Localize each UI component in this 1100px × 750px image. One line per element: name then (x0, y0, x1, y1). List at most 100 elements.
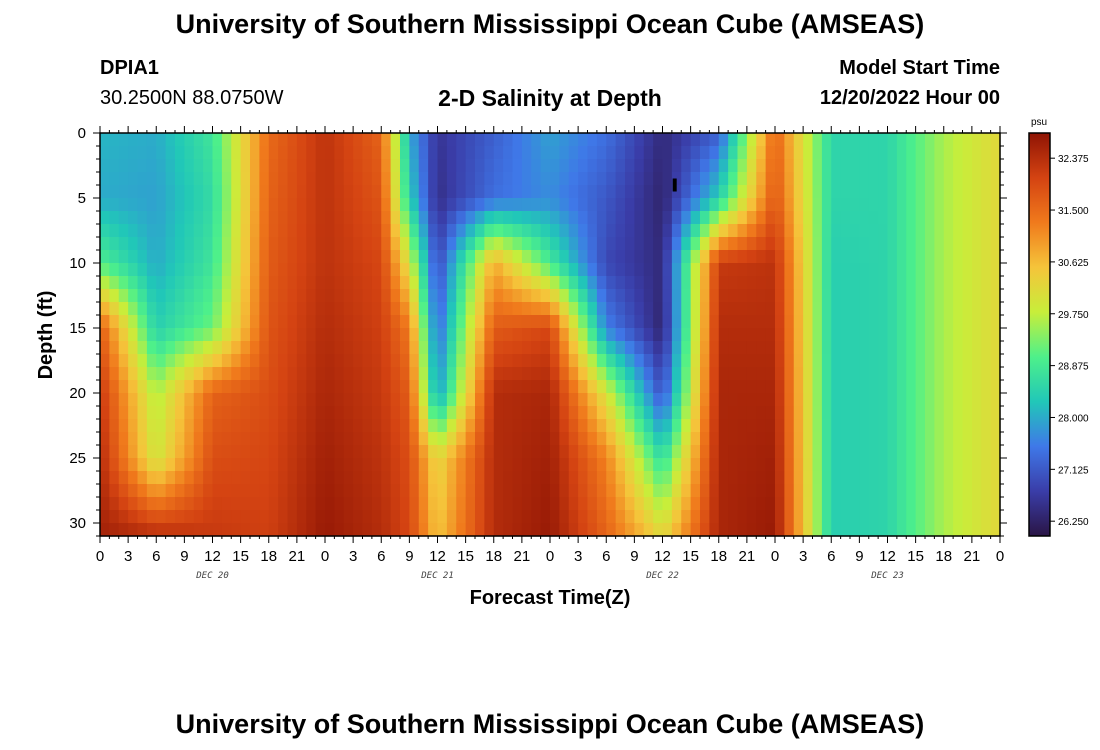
heatmap-cell (812, 367, 823, 381)
heatmap-cell (953, 406, 964, 420)
heatmap-cell (700, 172, 710, 186)
heatmap-cell (840, 315, 851, 329)
heatmap-cell (278, 263, 289, 277)
heatmap-cell (737, 406, 748, 420)
heatmap-cell (371, 510, 382, 524)
heatmap-cell (671, 172, 682, 186)
heatmap-cell (896, 237, 907, 251)
heatmap-cell (437, 302, 448, 316)
heatmap-cell (315, 211, 326, 225)
heatmap-cell (118, 510, 129, 524)
heatmap-cell (775, 406, 785, 420)
heatmap-cell (325, 380, 335, 394)
heatmap-cell (325, 445, 335, 459)
heatmap-cell (990, 497, 1001, 511)
heatmap-cell (925, 211, 935, 225)
heatmap-cell (296, 380, 307, 394)
heatmap-cell (409, 172, 420, 186)
heatmap-cell (278, 133, 289, 147)
heatmap-cell (390, 198, 401, 212)
heatmap-cell (165, 367, 176, 381)
heatmap-cell (878, 419, 889, 433)
heatmap-cell (325, 471, 335, 485)
heatmap-cell (671, 497, 682, 511)
heatmap-cell (962, 458, 973, 472)
heatmap-cell (737, 289, 748, 303)
heatmap-cell (390, 393, 401, 407)
heatmap-cell (953, 484, 964, 498)
heatmap-cell (137, 367, 148, 381)
heatmap-cell (756, 302, 767, 316)
heatmap-cell (503, 302, 514, 316)
heatmap-cell (981, 185, 992, 199)
heatmap-cell (193, 328, 204, 342)
heatmap-cell (531, 302, 542, 316)
heatmap-cell (953, 497, 964, 511)
heatmap-cell (568, 432, 579, 446)
heatmap-cell (212, 133, 223, 147)
heatmap-cell (156, 198, 167, 212)
heatmap-cell (221, 211, 232, 225)
heatmap-cell (793, 263, 804, 277)
heatmap-cell (971, 172, 982, 186)
colorbar: psu 26.25027.12528.00028.87529.75030.625… (1028, 117, 1089, 537)
heatmap-cell (156, 484, 167, 498)
heatmap-cell (446, 380, 457, 394)
heatmap-cell (409, 367, 420, 381)
heatmap-cell (193, 419, 204, 433)
heatmap-cell (240, 510, 251, 524)
heatmap-cell (503, 172, 514, 186)
heatmap-cell (859, 523, 870, 537)
heatmap-cell (868, 237, 879, 251)
heatmap-cell (437, 263, 448, 277)
heatmap-cell (165, 224, 176, 238)
heatmap-cell (793, 133, 804, 147)
heatmap-cell (428, 497, 439, 511)
heatmap-cell (943, 276, 954, 290)
heatmap-cell (118, 380, 129, 394)
heatmap-cell (287, 172, 298, 186)
heatmap-cell (465, 224, 476, 238)
heatmap-cell (381, 211, 392, 225)
heatmap-cell (278, 367, 289, 381)
heatmap-cell (334, 289, 345, 303)
heatmap-cell (671, 263, 682, 277)
heatmap-cell (418, 510, 429, 524)
heatmap-cell (775, 224, 785, 238)
heatmap-cell (737, 146, 748, 160)
heatmap-cell (400, 302, 410, 316)
heatmap-cell (306, 458, 317, 472)
heatmap-cell (981, 523, 992, 537)
heatmap-cell (718, 224, 729, 238)
heatmap-cell (643, 484, 654, 498)
heatmap-cell (803, 146, 814, 160)
heatmap-cell (212, 419, 223, 433)
heatmap-cell (240, 432, 251, 446)
heatmap-cell (203, 185, 214, 199)
heatmap-cell (700, 367, 710, 381)
heatmap-cell (812, 289, 823, 303)
heatmap-cell (971, 367, 982, 381)
heatmap-cell (503, 133, 514, 147)
heatmap-cell (231, 237, 242, 251)
heatmap-cell (906, 159, 917, 173)
heatmap-cell (943, 211, 954, 225)
heatmap-cell (540, 198, 551, 212)
heatmap-cell (934, 250, 945, 264)
heatmap-cell (934, 328, 945, 342)
heatmap-cell (175, 510, 185, 524)
heatmap-cell (240, 211, 251, 225)
heatmap-cell (681, 341, 692, 355)
heatmap-cell (943, 523, 954, 537)
heatmap-cell (756, 471, 767, 485)
heatmap-cell (531, 419, 542, 433)
heatmap-cell (596, 237, 607, 251)
heatmap-cell (990, 406, 1001, 420)
heatmap-cell (859, 432, 870, 446)
heatmap-cell (456, 211, 467, 225)
heatmap-cell (775, 432, 785, 446)
heatmap-cell (793, 224, 804, 238)
heatmap-cell (878, 341, 889, 355)
heatmap-cell (550, 250, 560, 264)
heatmap-cell (212, 380, 223, 394)
